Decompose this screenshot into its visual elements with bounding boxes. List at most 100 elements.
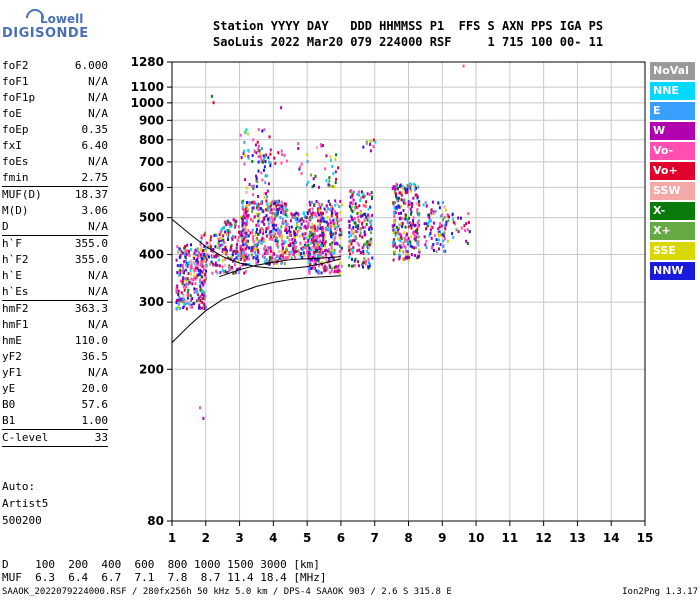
data-point bbox=[353, 217, 356, 221]
data-point bbox=[177, 289, 180, 293]
data-point bbox=[257, 147, 259, 151]
param-value: N/A bbox=[88, 366, 108, 379]
data-point bbox=[259, 155, 262, 159]
param-row: MUF(D) 18.37 bbox=[2, 187, 108, 203]
data-point bbox=[327, 249, 329, 253]
data-point bbox=[331, 207, 334, 211]
data-point bbox=[369, 205, 372, 209]
param-label: foF1p bbox=[2, 91, 36, 104]
data-point bbox=[217, 237, 220, 241]
param-row: foEp 0.35 bbox=[2, 122, 108, 138]
data-point bbox=[276, 209, 279, 213]
data-point bbox=[325, 257, 328, 261]
data-point bbox=[447, 219, 450, 223]
data-point bbox=[230, 223, 233, 227]
data-point bbox=[329, 155, 332, 159]
data-point bbox=[348, 264, 351, 267]
data-point bbox=[241, 222, 244, 226]
data-point bbox=[281, 239, 284, 243]
data-point bbox=[330, 221, 332, 225]
data-point bbox=[189, 294, 192, 298]
data-point bbox=[276, 242, 279, 246]
data-point bbox=[367, 257, 370, 261]
data-point bbox=[186, 243, 189, 247]
y-tick-label: 500 bbox=[139, 211, 164, 225]
data-point bbox=[186, 280, 189, 284]
data-point bbox=[309, 203, 312, 207]
data-point bbox=[291, 215, 294, 219]
param-row: foEs N/A bbox=[2, 154, 108, 170]
data-point bbox=[323, 242, 326, 246]
data-point bbox=[285, 248, 288, 252]
data-point bbox=[295, 227, 298, 231]
data-point bbox=[234, 251, 237, 255]
param-row: h`F2 355.0 bbox=[2, 252, 108, 268]
data-point bbox=[340, 203, 343, 207]
data-point bbox=[229, 268, 232, 272]
data-point bbox=[222, 238, 225, 242]
data-point bbox=[285, 159, 288, 163]
data-point bbox=[240, 244, 243, 248]
data-point bbox=[315, 214, 318, 218]
data-point bbox=[263, 247, 266, 251]
data-point bbox=[404, 201, 407, 205]
data-point bbox=[186, 296, 189, 300]
data-point bbox=[415, 202, 418, 206]
data-point bbox=[186, 294, 189, 298]
data-point bbox=[447, 239, 450, 243]
data-point bbox=[313, 203, 316, 207]
data-point bbox=[240, 257, 242, 261]
data-point bbox=[286, 222, 289, 226]
data-point bbox=[392, 244, 395, 248]
data-point bbox=[244, 241, 247, 245]
data-point bbox=[216, 263, 219, 267]
data-point bbox=[208, 242, 211, 246]
data-point bbox=[300, 222, 303, 226]
data-point bbox=[335, 228, 338, 232]
data-point bbox=[324, 265, 327, 269]
data-point bbox=[196, 254, 199, 258]
data-point bbox=[263, 260, 266, 264]
data-point bbox=[404, 191, 407, 195]
data-point bbox=[257, 224, 260, 228]
data-point bbox=[234, 263, 236, 267]
data-point bbox=[231, 268, 234, 272]
data-point bbox=[356, 227, 359, 230]
data-point bbox=[251, 201, 254, 204]
data-point bbox=[251, 231, 253, 235]
data-point bbox=[256, 255, 259, 259]
data-point bbox=[334, 158, 337, 161]
data-point bbox=[429, 213, 432, 217]
data-point bbox=[416, 196, 419, 200]
data-point bbox=[404, 256, 407, 260]
data-point bbox=[210, 235, 213, 239]
data-point bbox=[275, 228, 278, 232]
data-point bbox=[280, 236, 283, 240]
data-point bbox=[368, 220, 371, 224]
data-point bbox=[244, 255, 247, 259]
data-point bbox=[193, 274, 196, 278]
data-point bbox=[247, 156, 250, 160]
data-point bbox=[309, 255, 312, 259]
data-point bbox=[234, 222, 237, 226]
data-point bbox=[334, 199, 337, 203]
data-point bbox=[228, 269, 230, 273]
data-point bbox=[317, 255, 320, 259]
data-point bbox=[391, 241, 394, 245]
data-point bbox=[408, 216, 411, 220]
data-point bbox=[193, 287, 196, 291]
data-point bbox=[365, 222, 368, 226]
data-point bbox=[298, 167, 301, 171]
data-point bbox=[186, 249, 188, 253]
data-point bbox=[261, 229, 263, 233]
param-label: foEs bbox=[2, 155, 29, 168]
data-point bbox=[350, 233, 353, 237]
data-point bbox=[255, 176, 258, 180]
data-point bbox=[358, 204, 361, 208]
data-point bbox=[368, 226, 371, 230]
data-point bbox=[178, 273, 181, 277]
data-point bbox=[201, 252, 204, 256]
data-point bbox=[437, 227, 440, 231]
x-tick-label: 13 bbox=[569, 531, 586, 545]
data-point bbox=[318, 203, 321, 206]
